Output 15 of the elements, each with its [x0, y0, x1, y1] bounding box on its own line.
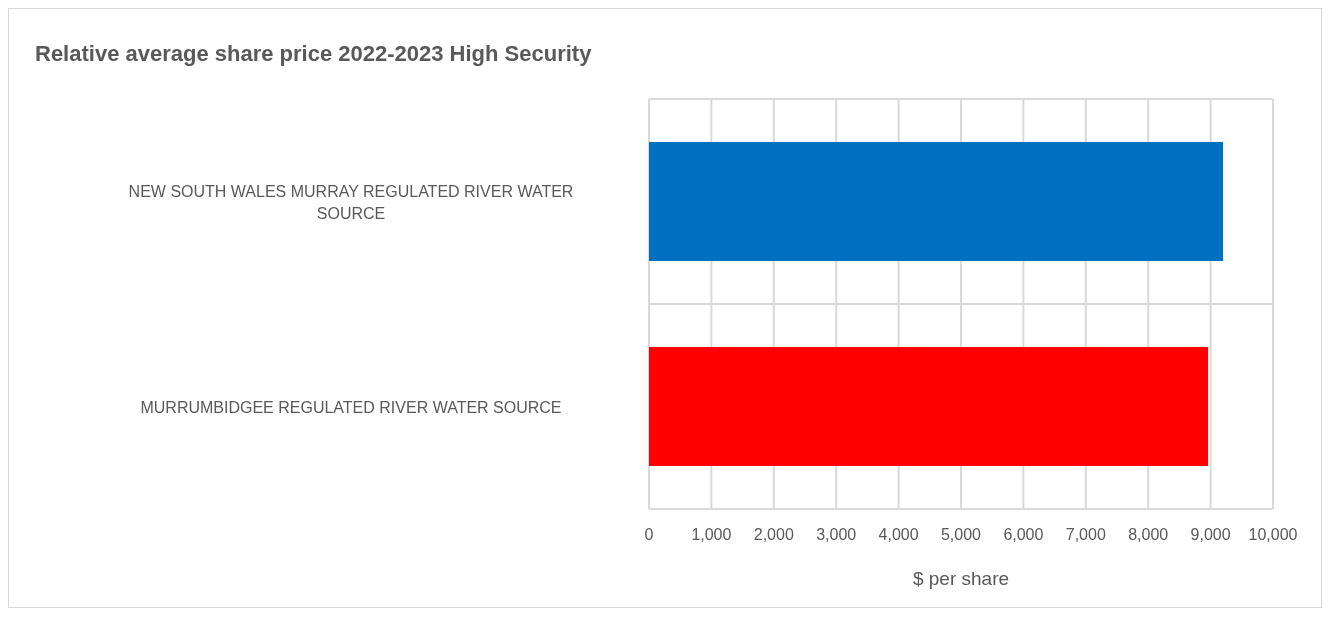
x-tick-label: 5,000	[940, 526, 982, 544]
x-tick-label: 9,000	[1190, 526, 1231, 544]
text: Relative average share price 2022-2023 High Security	[35, 41, 592, 67]
x-tick-label: 7,000	[1065, 526, 1106, 544]
x-tick-label: 2,000	[753, 526, 794, 544]
x-axis-title: $ per share	[912, 568, 1010, 589]
x-tick-label: 6,000	[1003, 526, 1044, 544]
x-tick-label: 8,000	[1128, 526, 1169, 544]
x-tick-label: 1,000	[691, 526, 732, 544]
y-tick-label: MURRUMBIDGEE REGULATED RIVER WATER SOURCE	[140, 398, 562, 415]
x-tick-label: 3,000	[816, 526, 857, 544]
x-tick-label: 4,000	[878, 526, 919, 544]
x-tick-label: 0	[644, 526, 654, 544]
y-tick-label: NEW SOUTH WALES MURRAY REGULATED RIVER WATER SOURCE	[128, 182, 574, 221]
x-tick-label: 10,000	[1248, 526, 1298, 544]
